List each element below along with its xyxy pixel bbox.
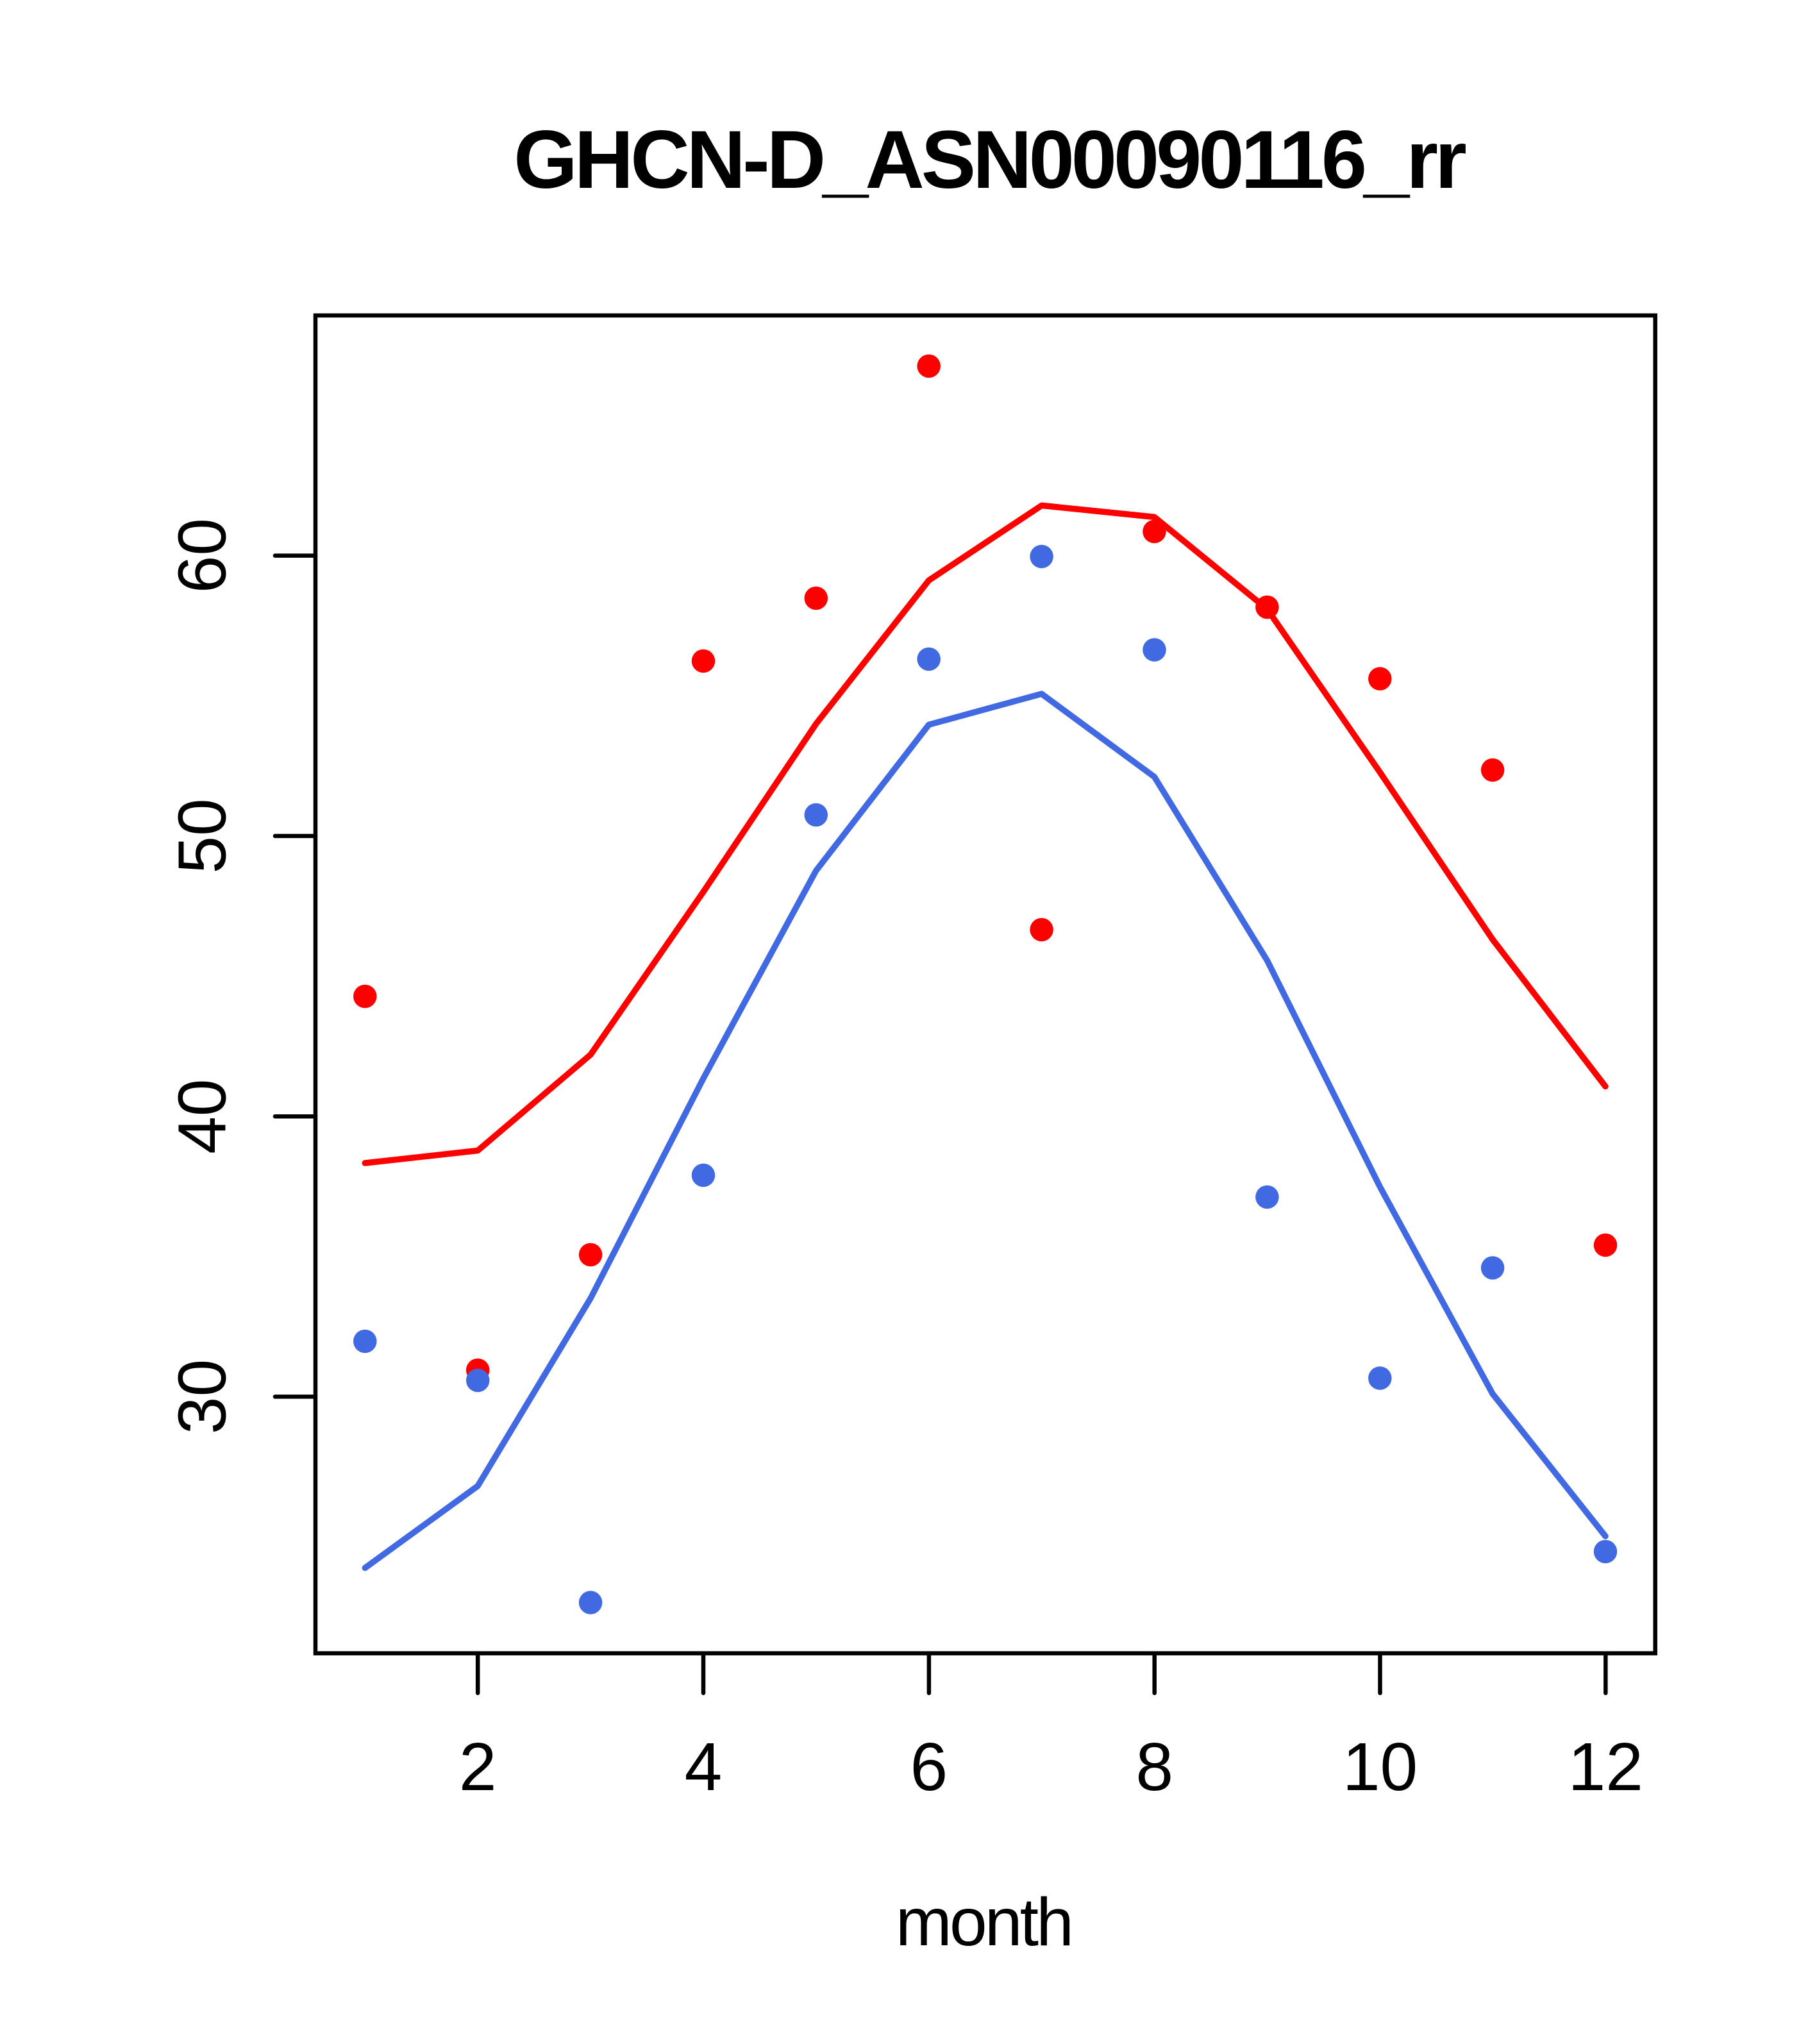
svg-text:50: 50 — [165, 798, 240, 873]
svg-text:30: 30 — [165, 1359, 240, 1434]
svg-text:12: 12 — [1568, 1729, 1643, 1805]
svg-text:10: 10 — [1343, 1729, 1418, 1805]
svg-text:6: 6 — [910, 1729, 948, 1805]
svg-text:month: month — [896, 1884, 1071, 1960]
svg-text:4: 4 — [685, 1729, 723, 1805]
svg-text:GHCN-D_ASN00090116_rr: GHCN-D_ASN00090116_rr — [514, 114, 1466, 206]
svg-text:40: 40 — [165, 1079, 240, 1154]
svg-text:8: 8 — [1135, 1729, 1173, 1805]
svg-text:2: 2 — [459, 1729, 497, 1805]
svg-text:60: 60 — [165, 518, 240, 593]
